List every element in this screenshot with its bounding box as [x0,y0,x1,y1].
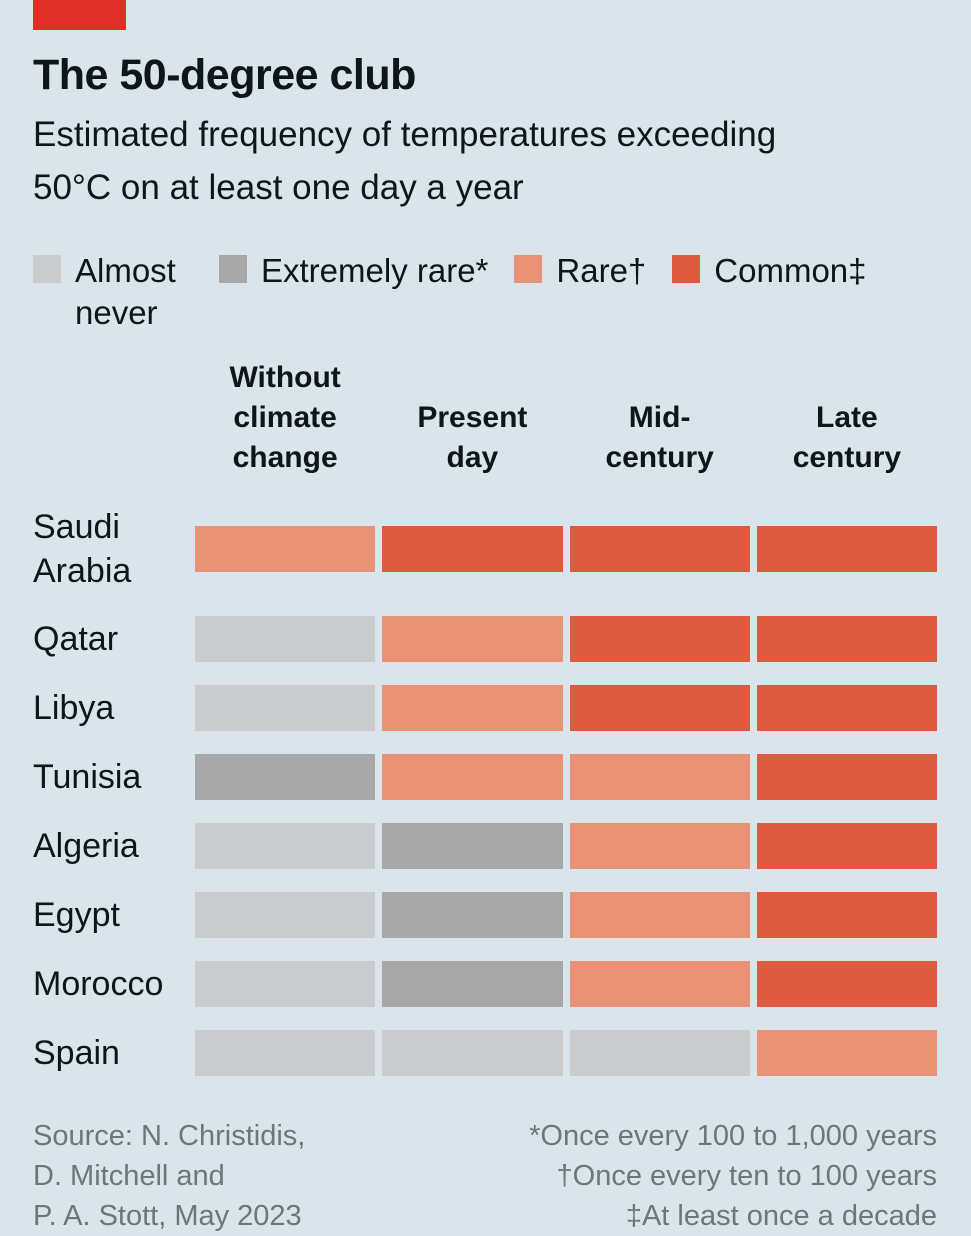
frequency-cell [569,754,750,801]
frequency-cell [569,685,750,732]
legend-swatch [33,255,61,284]
row-label: Morocco [33,965,164,1004]
frequency-cell [195,823,376,870]
frequency-cell [382,525,563,572]
column-header-late-century: Late century [792,401,902,474]
frequency-cell [756,685,937,732]
frequency-cell [569,616,750,663]
chart-subtitle: Estimated frequency of temperatures exce… [33,115,777,207]
row-label: Tunisia [33,758,142,797]
legend-swatch [672,255,701,284]
frequency-cell [569,1030,750,1077]
brand-red-tab [33,0,126,30]
legend-item: Common‡ [672,250,867,292]
frequency-cell [195,616,376,663]
frequency-cell [382,823,563,870]
footer: Source: N. Christidis, D. Mitchell and P… [33,1116,937,1236]
frequency-cell [195,892,376,939]
frequency-cell [756,616,937,663]
frequency-cell [756,754,937,801]
frequency-cell [382,616,563,663]
frequency-cell [382,1030,563,1077]
frequency-cell [756,525,937,572]
column-header-mid-century: Mid- century [605,401,714,474]
legend-label: Common‡ [714,252,867,290]
legend-label: Almost never [75,252,176,332]
frequency-cell [569,823,750,870]
row-label: Saudi Arabia [33,507,132,590]
frequency-cell [569,892,750,939]
frequency-cell [569,961,750,1008]
frequency-cell [382,961,563,1008]
legend-item: Rare† [514,250,646,292]
column-header-without-climate-change: Without climate change [229,361,341,474]
frequency-cell [382,892,563,939]
legend-label: Extremely rare* [261,252,489,290]
source-note: Source: N. Christidis, D. Mitchell and P… [33,1120,306,1233]
frequency-cell [382,754,563,801]
frequency-cell [756,1030,937,1077]
frequency-cell [195,961,376,1008]
row-label: Libya [33,689,115,728]
frequency-chart: Without climate change Present day Mid- … [33,358,937,1077]
frequency-cell [756,823,937,870]
frequency-cell [195,685,376,732]
row-label: Egypt [33,896,120,935]
frequency-cell [569,525,750,572]
frequency-cell [195,754,376,801]
legend-label: Rare† [556,252,647,290]
legend-item: Extremely rare* [219,250,488,292]
chart-grid: Saudi Arabia Qatar Libya Tunisia Algeria… [33,505,937,1077]
frequency-cell [756,961,937,1008]
frequency-cell [195,1030,376,1077]
row-label: Qatar [33,620,119,659]
legend-swatch [219,255,247,284]
footnotes: *Once every 100 to 1,000 years †Once eve… [529,1120,937,1233]
column-header-present-day: Present day [417,401,528,474]
frequency-cell [756,892,937,939]
frequency-cell [195,525,376,572]
column-header-row: Without climate change Present day Mid- … [33,358,937,478]
row-label: Algeria [33,827,139,866]
legend-swatch [514,255,543,284]
frequency-cell [382,685,563,732]
row-label: Spain [33,1034,120,1073]
legend: Almost never Extremely rare* Rare† Commo… [33,250,937,334]
page-title: The 50-degree club [33,51,416,99]
legend-item: Almost never [33,250,193,334]
